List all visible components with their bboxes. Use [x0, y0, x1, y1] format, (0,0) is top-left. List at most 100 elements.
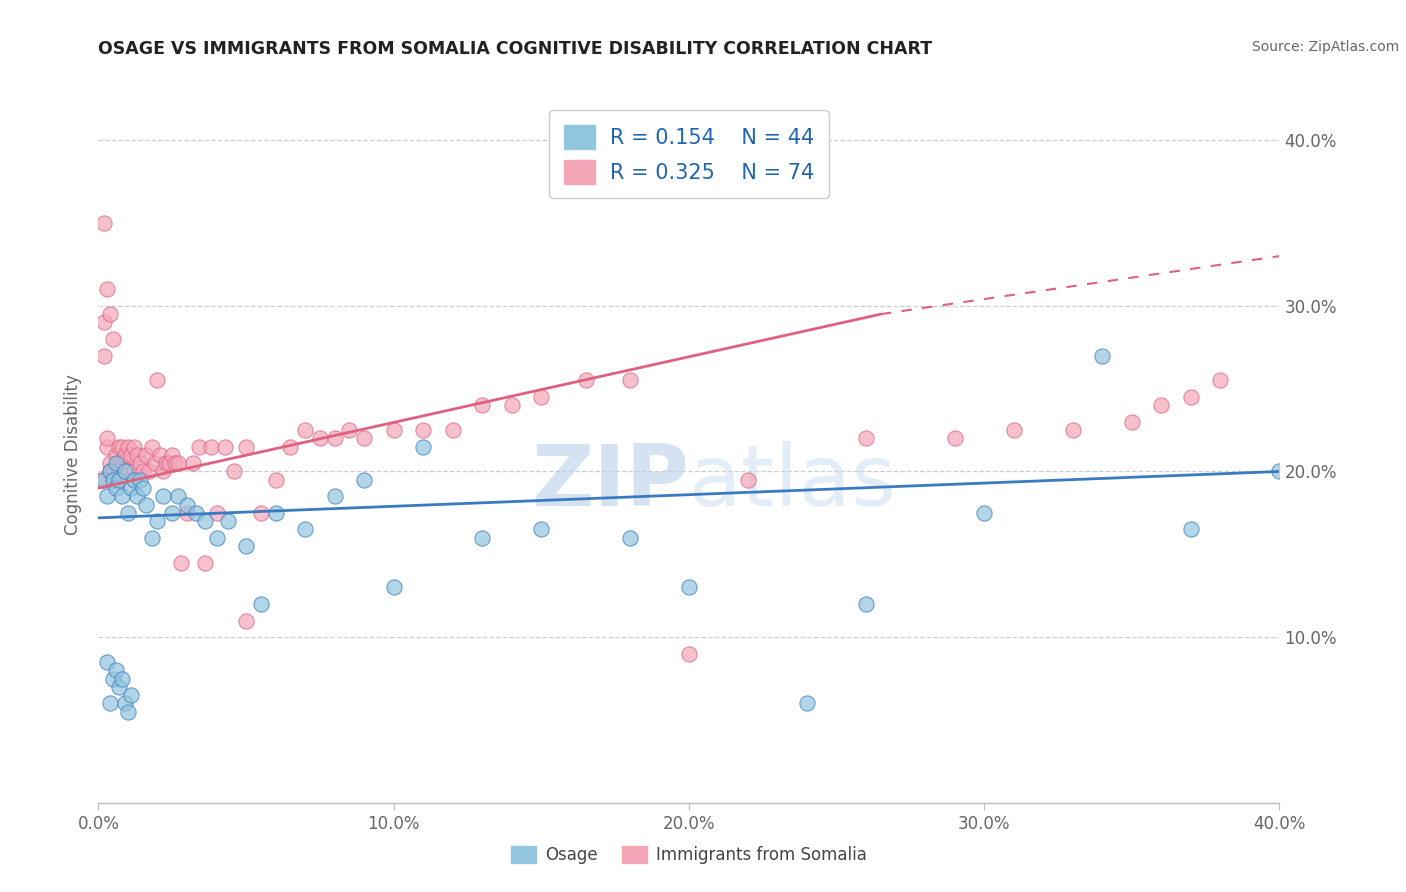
Point: [441, 423, 464, 437]
Point: [135, 448, 157, 462]
Point: [339, 423, 361, 437]
Point: [294, 423, 316, 437]
Point: [973, 506, 995, 520]
Point: [1150, 398, 1173, 412]
Point: [235, 539, 257, 553]
Point: [96, 489, 118, 503]
Point: [294, 523, 316, 537]
Point: [943, 431, 966, 445]
Point: [200, 440, 222, 454]
Point: [105, 456, 128, 470]
Point: [194, 514, 217, 528]
Text: Source: ZipAtlas.com: Source: ZipAtlas.com: [1251, 40, 1399, 54]
Point: [323, 489, 346, 503]
Point: [93, 349, 115, 363]
Point: [280, 440, 302, 454]
Point: [167, 456, 190, 470]
Point: [184, 506, 207, 520]
Point: [235, 614, 257, 628]
Point: [122, 465, 145, 479]
Point: [382, 423, 405, 437]
Point: [125, 448, 148, 462]
Point: [108, 473, 131, 487]
Point: [796, 697, 818, 711]
Point: [1180, 523, 1202, 537]
Point: [1121, 415, 1143, 429]
Point: [114, 465, 136, 479]
Point: [146, 373, 169, 387]
Point: [105, 448, 128, 462]
Point: [162, 506, 183, 520]
Point: [678, 647, 700, 661]
Point: [353, 473, 375, 487]
Point: [471, 398, 494, 412]
Point: [135, 498, 157, 512]
Point: [176, 506, 198, 520]
Point: [205, 531, 228, 545]
Point: [122, 440, 145, 454]
Point: [678, 581, 700, 595]
Point: [855, 597, 877, 611]
Point: [1062, 423, 1084, 437]
Point: [90, 473, 112, 487]
Point: [530, 390, 553, 404]
Point: [108, 456, 131, 470]
Point: [412, 423, 434, 437]
Point: [98, 456, 121, 470]
Point: [93, 216, 115, 230]
Point: [108, 680, 131, 694]
Point: [181, 456, 204, 470]
Point: [122, 473, 145, 487]
Point: [96, 431, 118, 445]
Point: [93, 473, 115, 487]
Point: [128, 473, 150, 487]
Point: [114, 448, 136, 462]
Point: [155, 456, 177, 470]
Point: [114, 697, 136, 711]
Point: [250, 597, 273, 611]
Point: [1002, 423, 1025, 437]
Point: [111, 489, 134, 503]
Point: [105, 481, 128, 495]
Point: [132, 465, 155, 479]
Point: [98, 465, 121, 479]
Point: [152, 489, 174, 503]
Point: [194, 556, 217, 570]
Point: [170, 556, 193, 570]
Point: [103, 473, 125, 487]
Point: [132, 481, 155, 495]
Point: [105, 663, 128, 677]
Point: [235, 440, 257, 454]
Legend: Osage, Immigrants from Somalia: Osage, Immigrants from Somalia: [505, 839, 873, 871]
Point: [1268, 465, 1291, 479]
Point: [176, 498, 198, 512]
Point: [152, 465, 174, 479]
Point: [264, 506, 287, 520]
Point: [98, 465, 121, 479]
Point: [108, 465, 131, 479]
Point: [141, 531, 163, 545]
Point: [96, 282, 118, 296]
Point: [412, 440, 434, 454]
Point: [205, 506, 228, 520]
Point: [619, 373, 641, 387]
Point: [143, 456, 166, 470]
Text: atlas: atlas: [689, 442, 897, 524]
Point: [187, 440, 209, 454]
Point: [128, 456, 150, 470]
Point: [114, 465, 136, 479]
Point: [382, 581, 405, 595]
Point: [103, 465, 125, 479]
Point: [214, 440, 236, 454]
Point: [117, 705, 139, 719]
Point: [575, 373, 598, 387]
Point: [120, 688, 142, 702]
Point: [162, 448, 183, 462]
Point: [353, 431, 375, 445]
Point: [117, 440, 139, 454]
Point: [111, 456, 134, 470]
Point: [103, 672, 125, 686]
Point: [264, 473, 287, 487]
Point: [98, 697, 121, 711]
Point: [530, 523, 553, 537]
